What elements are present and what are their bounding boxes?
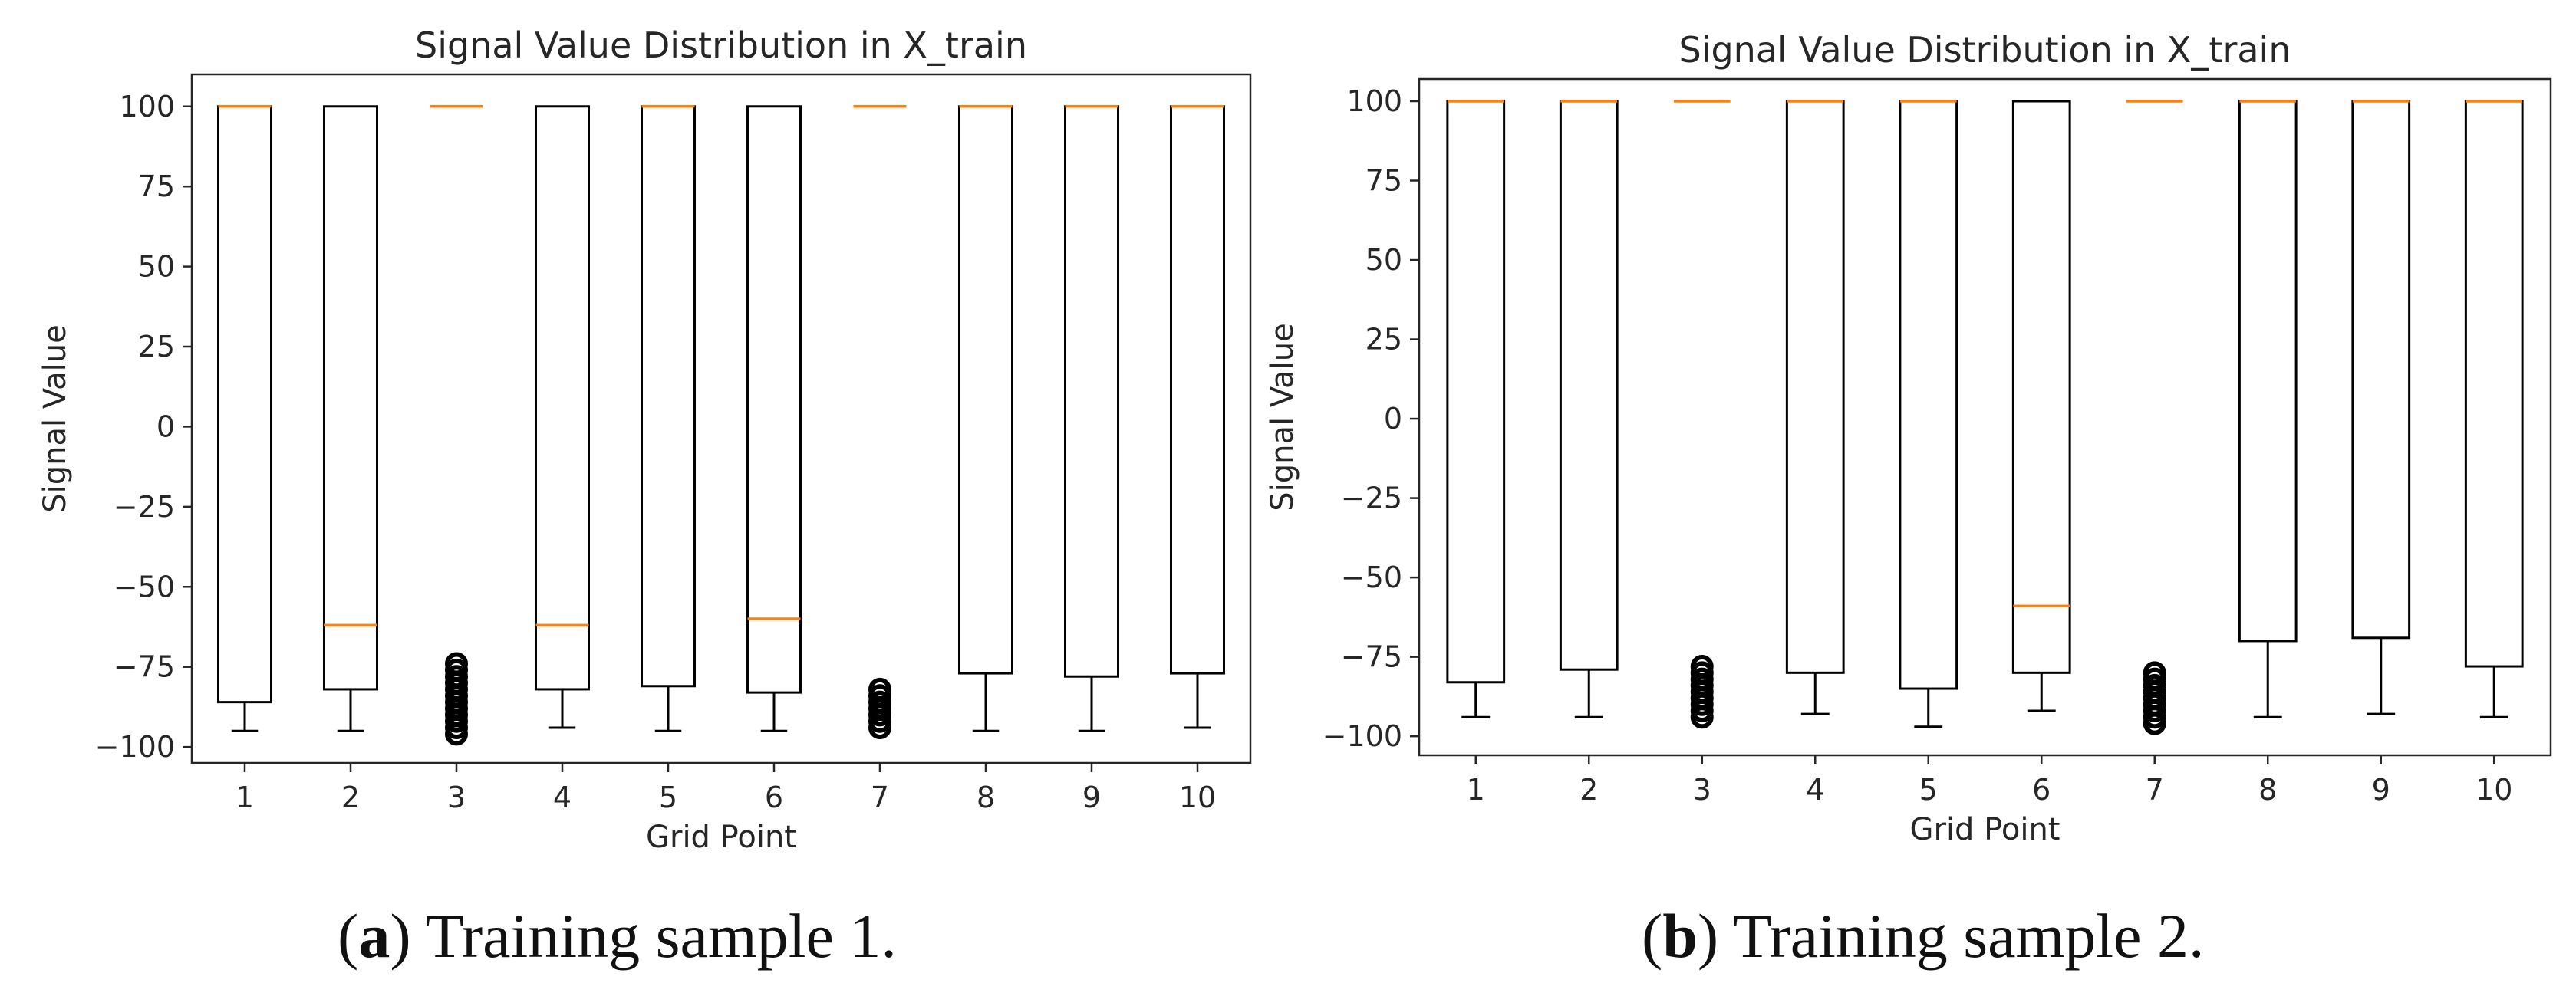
box-1 bbox=[217, 105, 272, 732]
box-body bbox=[1559, 100, 1619, 671]
caption-paren-close: ) bbox=[1698, 901, 1733, 971]
box-6 bbox=[746, 105, 802, 732]
panel-caption: (a) Training sample 1. bbox=[338, 901, 897, 971]
y-tick-label: 25 bbox=[138, 330, 175, 363]
x-tick-label: 5 bbox=[1919, 773, 1938, 807]
x-tick-label: 2 bbox=[1580, 773, 1598, 807]
x-tick-label: 4 bbox=[1806, 773, 1824, 807]
y-tick-label: 100 bbox=[1346, 84, 1402, 118]
box-body bbox=[323, 105, 378, 691]
box-10 bbox=[1170, 105, 1225, 729]
box-8 bbox=[2238, 100, 2298, 718]
box-body bbox=[1064, 105, 1119, 678]
box-5 bbox=[1899, 100, 1958, 728]
box-6 bbox=[2011, 100, 2071, 712]
box-4 bbox=[1785, 100, 1845, 715]
chart-panel-1: Signal Value Distribution in X_train1007… bbox=[38, 25, 1252, 971]
box-8 bbox=[958, 105, 1013, 732]
y-tick-label: 75 bbox=[138, 169, 175, 203]
x-tick-label: 6 bbox=[765, 781, 783, 814]
panel-caption: (b) Training sample 2. bbox=[1642, 901, 2205, 971]
y-tick-label: −50 bbox=[1341, 561, 1402, 594]
y-axis-label: Signal Value bbox=[1265, 323, 1300, 511]
x-tick-label: 8 bbox=[2258, 773, 2277, 807]
x-tick-label: 7 bbox=[2146, 773, 2164, 807]
box-9 bbox=[1064, 105, 1119, 732]
chart-title: Signal Value Distribution in X_train bbox=[415, 25, 1027, 66]
x-axis-label: Grid Point bbox=[1910, 812, 2060, 847]
y-tick-label: −100 bbox=[95, 730, 175, 764]
outlier-point bbox=[2143, 712, 2166, 735]
box-7 bbox=[2126, 100, 2183, 735]
box-body bbox=[2464, 100, 2524, 668]
x-tick-label: 4 bbox=[553, 781, 572, 814]
x-tick-label: 1 bbox=[236, 781, 254, 814]
box-body bbox=[1785, 100, 1845, 674]
x-axis-label: Grid Point bbox=[646, 820, 796, 855]
y-tick-label: 100 bbox=[119, 90, 175, 123]
box-3 bbox=[430, 105, 483, 746]
box-body bbox=[2011, 100, 2071, 674]
box-9 bbox=[2351, 100, 2411, 715]
y-tick-label: −25 bbox=[1341, 482, 1402, 515]
caption-paren-open: ( bbox=[338, 901, 358, 971]
outlier-point bbox=[445, 722, 468, 746]
box-5 bbox=[641, 105, 696, 732]
y-tick-label: −50 bbox=[114, 570, 175, 603]
box-body bbox=[641, 105, 696, 688]
x-tick-label: 1 bbox=[1467, 773, 1485, 807]
outlier-point bbox=[1690, 705, 1714, 729]
outlier-point bbox=[868, 716, 891, 740]
y-tick-label: −100 bbox=[1323, 719, 1402, 753]
box-3 bbox=[1673, 100, 1731, 729]
plot-area bbox=[1418, 77, 2552, 757]
y-tick-label: 0 bbox=[156, 409, 175, 443]
box-10 bbox=[2464, 100, 2524, 718]
caption-text: Training sample 2. bbox=[1733, 901, 2204, 971]
chart-title: Signal Value Distribution in X_train bbox=[1679, 29, 2291, 71]
x-tick-label: 2 bbox=[341, 781, 360, 814]
box-body bbox=[746, 105, 802, 694]
x-tick-label: 7 bbox=[871, 781, 889, 814]
y-tick-label: −75 bbox=[1341, 640, 1402, 674]
caption-letter: b bbox=[1662, 901, 1698, 971]
y-tick-label: −75 bbox=[114, 650, 175, 684]
box-body bbox=[1446, 100, 1506, 684]
caption-text: Training sample 1. bbox=[426, 901, 897, 971]
caption-paren-close: ) bbox=[390, 901, 425, 971]
box-body bbox=[2351, 100, 2411, 640]
y-tick-label: 50 bbox=[1365, 243, 1402, 277]
box-2 bbox=[1559, 100, 1619, 718]
y-tick-label: 25 bbox=[1365, 323, 1402, 357]
x-tick-label: 5 bbox=[659, 781, 677, 814]
y-tick-label: −25 bbox=[114, 490, 175, 524]
x-tick-label: 9 bbox=[1082, 781, 1101, 814]
plot-area bbox=[190, 73, 1252, 764]
x-tick-label: 8 bbox=[977, 781, 995, 814]
chart-panel-2: Signal Value Distribution in X_train1007… bbox=[1265, 29, 2552, 971]
y-tick-label: 0 bbox=[1384, 402, 1402, 436]
x-tick-label: 6 bbox=[2032, 773, 2051, 807]
box-body bbox=[1899, 100, 1958, 690]
box-7 bbox=[853, 105, 907, 740]
box-body bbox=[535, 105, 590, 691]
x-tick-label: 10 bbox=[2476, 773, 2512, 807]
caption-letter: a bbox=[358, 901, 390, 971]
box-2 bbox=[323, 105, 378, 732]
y-tick-label: 75 bbox=[1365, 164, 1402, 198]
y-axis-label: Signal Value bbox=[38, 324, 73, 512]
x-tick-label: 3 bbox=[1693, 773, 1711, 807]
box-4 bbox=[535, 105, 590, 729]
box-body bbox=[958, 105, 1013, 675]
box-1 bbox=[1446, 100, 1506, 718]
y-tick-label: 50 bbox=[138, 250, 175, 284]
x-tick-label: 9 bbox=[2372, 773, 2390, 807]
box-body bbox=[1170, 105, 1225, 675]
x-tick-label: 3 bbox=[447, 781, 466, 814]
box-body bbox=[217, 105, 272, 704]
x-tick-label: 10 bbox=[1179, 781, 1216, 814]
caption-paren-open: ( bbox=[1642, 901, 1662, 971]
box-body bbox=[2238, 100, 2298, 643]
